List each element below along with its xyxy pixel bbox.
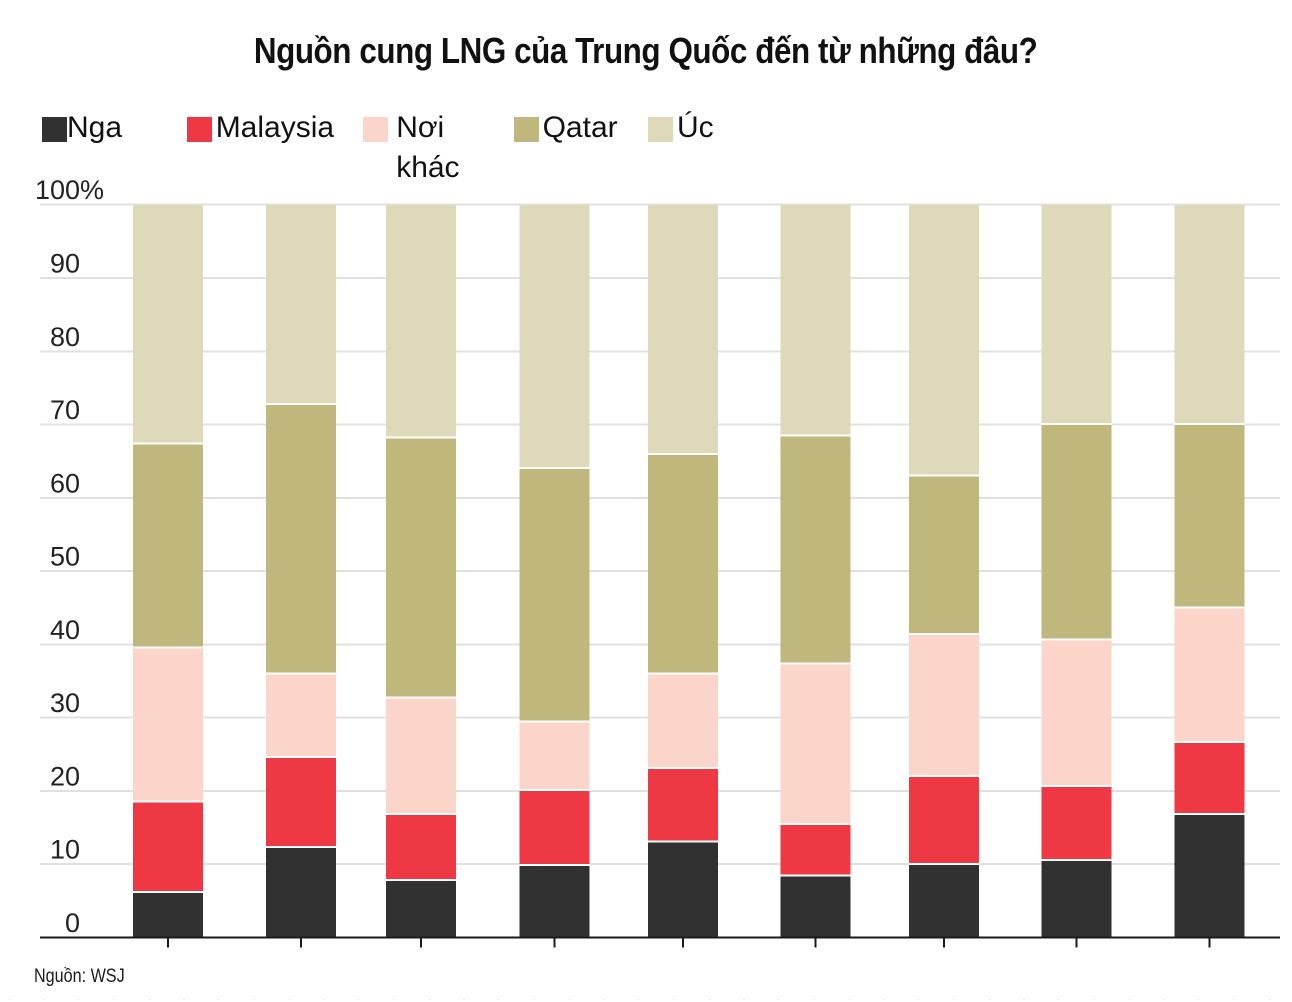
svg-text:40: 40: [50, 615, 80, 645]
svg-text:30: 30: [50, 688, 80, 718]
svg-text:0: 0: [65, 908, 80, 938]
svg-text:90: 90: [50, 249, 80, 279]
svg-text:80: 80: [50, 322, 80, 352]
svg-text:%: %: [80, 175, 104, 205]
svg-text:100: 100: [35, 175, 80, 205]
svg-text:60: 60: [50, 468, 80, 498]
svg-text:70: 70: [50, 395, 80, 425]
svg-text:20: 20: [50, 761, 80, 791]
svg-text:10: 10: [50, 835, 80, 865]
svg-text:50: 50: [50, 542, 80, 572]
